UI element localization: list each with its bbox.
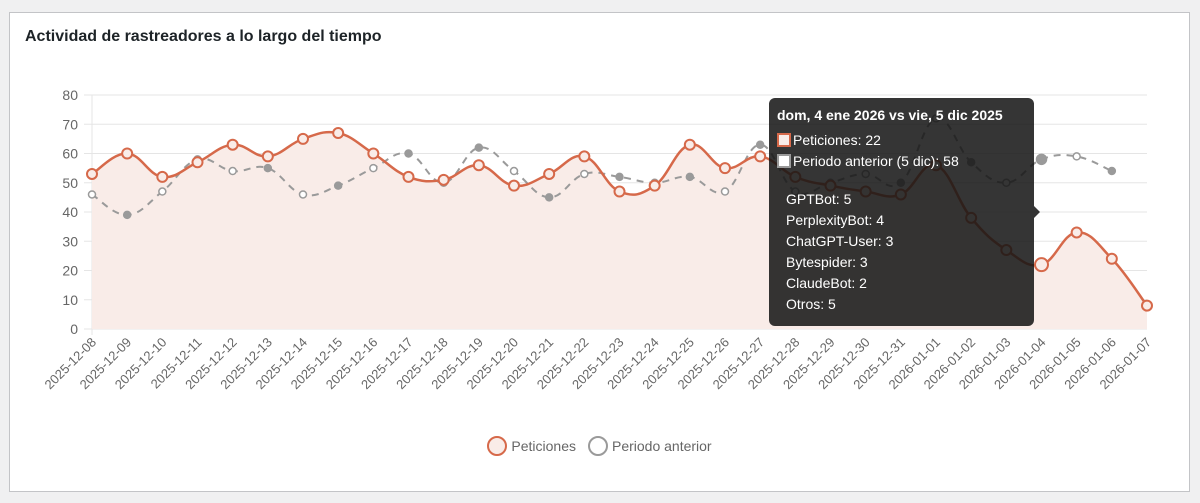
legend-previous-circle-icon xyxy=(587,436,608,456)
tooltip-breakdown-item: ChatGPT-User: 3 xyxy=(786,233,894,249)
peticiones-point[interactable] xyxy=(719,162,731,175)
periodo-anterior-point[interactable] xyxy=(404,149,413,158)
y-tick-label: 40 xyxy=(62,204,78,220)
periodo-anterior-point[interactable] xyxy=(333,181,343,190)
periodo-anterior-point[interactable] xyxy=(509,166,519,176)
peticiones-point[interactable] xyxy=(683,138,696,151)
y-tick-label: 0 xyxy=(70,321,78,337)
tooltip-previous-row: Periodo anterior (5 dic): 58 xyxy=(777,150,1026,171)
legend-item-peticiones[interactable]: Peticiones xyxy=(487,436,576,456)
peticiones-point[interactable] xyxy=(472,159,485,172)
periodo-anterior-point[interactable] xyxy=(755,140,765,149)
periodo-anterior-point[interactable] xyxy=(1072,152,1081,161)
peticiones-point[interactable] xyxy=(437,173,450,186)
peticiones-point[interactable] xyxy=(332,127,345,140)
y-tick-label: 80 xyxy=(62,87,78,103)
y-tick-label: 50 xyxy=(62,175,78,191)
tooltip-breakdown-item: GPTBot: 5 xyxy=(786,191,852,207)
periodo-anterior-point[interactable] xyxy=(544,193,554,202)
peticiones-point[interactable] xyxy=(86,167,98,180)
peticiones-point[interactable] xyxy=(191,156,204,169)
periodo-anterior-point[interactable] xyxy=(158,187,167,196)
y-tick-label: 10 xyxy=(62,292,78,308)
peticiones-point[interactable] xyxy=(1034,257,1049,273)
periodo-anterior-point[interactable] xyxy=(1035,153,1048,166)
tooltip-breakdown-item: PerplexityBot: 4 xyxy=(786,212,885,228)
periodo-anterior-point[interactable] xyxy=(369,163,378,173)
peticiones-point[interactable] xyxy=(613,185,626,198)
peticiones-point[interactable] xyxy=(297,132,309,145)
peticiones-point[interactable] xyxy=(226,138,239,151)
tooltip-breakdown-item: Bytespider: 3 xyxy=(786,254,868,270)
periodo-anterior-point[interactable] xyxy=(1107,166,1117,176)
peticiones-point[interactable] xyxy=(543,167,556,180)
chart-title: Actividad de rastreadores a lo largo del… xyxy=(25,28,382,45)
periodo-anterior-point[interactable] xyxy=(87,190,97,199)
chart-tooltip: dom, 4 ene 2026 vs vie, 5 dic 2025 Petic… xyxy=(769,98,1040,326)
current-swatch-icon xyxy=(777,132,791,147)
periodo-anterior-point[interactable] xyxy=(122,210,132,220)
periodo-anterior-point[interactable] xyxy=(720,187,730,196)
periodo-anterior-point[interactable] xyxy=(298,190,308,199)
tooltip-breakdown-item: Otros: 5 xyxy=(786,296,836,312)
peticiones-point[interactable] xyxy=(1105,252,1118,265)
peticiones-point[interactable] xyxy=(402,170,415,183)
tooltip-caret xyxy=(1034,206,1040,218)
peticiones-point[interactable] xyxy=(1141,299,1153,312)
tooltip-title: dom, 4 ene 2026 vs vie, 5 dic 2025 xyxy=(777,107,1003,123)
tooltip-breakdown: GPTBot: 5 PerplexityBot: 4 ChatGPT-User:… xyxy=(777,189,1026,315)
periodo-anterior-point[interactable] xyxy=(580,169,589,179)
tooltip-current-row: Peticiones: 22 xyxy=(777,129,1026,150)
peticiones-point[interactable] xyxy=(121,147,134,160)
y-tick-label: 30 xyxy=(62,233,78,249)
tooltip-breakdown-item: ClaudeBot: 2 xyxy=(786,275,867,291)
periodo-anterior-point[interactable] xyxy=(263,163,273,173)
legend-peticiones-label: Peticiones xyxy=(511,438,576,454)
tooltip-previous-value: Periodo anterior (5 dic): 58 xyxy=(793,152,959,169)
periodo-anterior-point[interactable] xyxy=(474,143,484,152)
peticiones-point[interactable] xyxy=(508,179,520,192)
peticiones-point[interactable] xyxy=(648,179,661,192)
legend-previous-label: Periodo anterior xyxy=(611,438,712,454)
y-tick-label: 20 xyxy=(62,263,78,279)
peticiones-point[interactable] xyxy=(367,147,380,160)
legend-peticiones-circle-icon xyxy=(487,436,508,456)
periodo-anterior-point[interactable] xyxy=(228,166,237,176)
peticiones-point[interactable] xyxy=(261,150,274,163)
peticiones-point[interactable] xyxy=(754,150,767,163)
peticiones-point[interactable] xyxy=(1070,226,1083,239)
y-tick-label: 60 xyxy=(62,146,78,162)
peticiones-point[interactable] xyxy=(578,150,591,163)
previous-swatch-icon xyxy=(777,153,791,168)
periodo-anterior-point[interactable] xyxy=(615,172,624,182)
periodo-anterior-point[interactable] xyxy=(685,172,695,182)
peticiones-point[interactable] xyxy=(156,170,169,183)
y-tick-label: 70 xyxy=(62,116,78,132)
tooltip-current-value: Peticiones: 22 xyxy=(793,131,881,148)
chart-legend: Peticiones Periodo anterior xyxy=(9,436,1190,456)
legend-item-periodo-anterior[interactable]: Periodo anterior xyxy=(587,436,712,456)
